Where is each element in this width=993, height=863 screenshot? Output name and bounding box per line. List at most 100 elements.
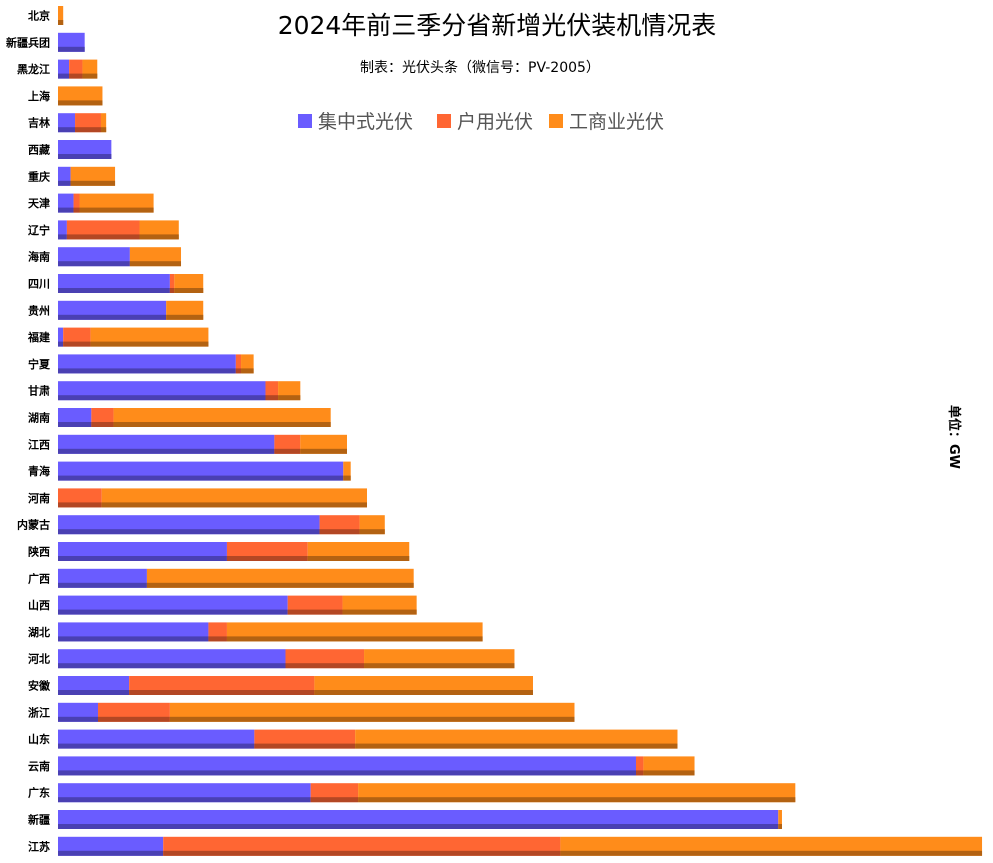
bar-segment-shadow	[163, 850, 561, 856]
bar-segment-shadow	[635, 770, 644, 776]
bar-segment-shadow	[58, 582, 147, 588]
unit-label: 单位：GW	[946, 405, 962, 469]
category-label: 辽宁	[28, 223, 50, 237]
category-label: 山东	[28, 732, 50, 746]
bar-segment-shadow	[58, 261, 130, 267]
bar-segment-shadow	[58, 609, 288, 615]
category-label: 青海	[28, 464, 50, 478]
category-label: 广东	[28, 786, 50, 800]
bar-segment-shadow	[355, 743, 678, 749]
category-label: 甘肃	[28, 384, 50, 398]
bars-group	[58, 6, 983, 856]
bar-segment-shadow	[58, 529, 320, 535]
bar-segment-shadow	[58, 20, 64, 25]
bar-segment-shadow	[58, 743, 255, 749]
bar-segment-shadow	[166, 314, 204, 320]
bar-segment-shadow	[314, 690, 533, 695]
category-label: 吉林	[28, 116, 50, 130]
bar-segment-shadow	[174, 288, 204, 293]
bar-segment-shadow	[300, 448, 347, 454]
bar-segment-shadow	[58, 234, 67, 240]
category-label: 新疆	[28, 813, 50, 827]
bar-segment-shadow	[129, 690, 315, 695]
bar-segment-shadow	[82, 73, 98, 79]
category-label: 四川	[28, 278, 50, 291]
bar-segment-shadow	[58, 422, 92, 427]
bar-segment-shadow	[79, 207, 154, 213]
bar-segment-shadow	[58, 797, 311, 803]
bar-segment-shadow	[58, 180, 71, 186]
category-label: 贵州	[28, 303, 50, 317]
bar-segment-shadow	[58, 850, 164, 856]
bar-segment-shadow	[58, 502, 102, 508]
category-label: 湖南	[28, 411, 50, 425]
bar-segment-shadow	[58, 448, 275, 454]
bar-segment-shadow	[285, 663, 365, 669]
bar-segment-shadow	[129, 261, 182, 267]
legend-label: 户用光伏	[457, 111, 533, 133]
bar-segment-shadow	[63, 341, 91, 347]
bar-segment-2	[635, 756, 644, 776]
bar-segment-shadow	[58, 690, 130, 695]
bar-segment-shadow	[278, 395, 301, 401]
bar-segment-shadow	[307, 556, 410, 561]
bar-segment-shadow	[66, 234, 140, 240]
bar-segment-shadow	[98, 716, 170, 722]
bar-segment-shadow	[342, 609, 417, 615]
category-label: 西藏	[28, 143, 50, 157]
category-label: 河北	[28, 652, 50, 666]
category-label: 黑龙江	[17, 62, 50, 76]
category-label: 重庆	[28, 169, 50, 183]
bar-segment-shadow	[241, 368, 254, 374]
bar-segment-shadow	[58, 288, 170, 293]
bar-segment-3	[58, 6, 64, 25]
bar-segment-shadow	[90, 341, 209, 347]
bar-segment-shadow	[254, 743, 356, 749]
bar-segment-shadow	[358, 797, 796, 803]
category-label: 云南	[28, 759, 50, 773]
bar-segment-1	[58, 220, 67, 240]
bar-segment-3	[343, 461, 351, 481]
category-label: 内蒙古	[17, 518, 50, 532]
bar-segment-shadow	[113, 422, 331, 427]
bar-segment-shadow	[58, 663, 286, 669]
category-label: 广西	[28, 571, 50, 585]
category-label: 江苏	[28, 839, 50, 853]
category-label: 宁夏	[28, 357, 51, 371]
category-label: 新疆兵团	[6, 35, 50, 49]
bar-segment-shadow	[359, 529, 385, 535]
bar-segment-shadow	[287, 609, 343, 615]
bar-segment-shadow	[91, 422, 114, 427]
bar-segment-shadow	[73, 207, 80, 213]
category-label: 海南	[28, 250, 50, 264]
bar-segment-shadow	[58, 770, 636, 776]
bar-segment-shadow	[208, 636, 227, 642]
bar-segment-shadow	[100, 127, 107, 133]
legend-swatch	[437, 114, 451, 128]
bar-segment-shadow	[58, 636, 209, 642]
bar-segment-shadow	[364, 663, 515, 669]
bar-segment-shadow	[58, 154, 112, 159]
bar-segment-shadow	[169, 716, 575, 722]
category-label: 陕西	[28, 545, 50, 559]
category-label: 湖北	[28, 625, 50, 639]
legend-label: 集中式光伏	[318, 111, 413, 133]
bar-segment-shadow	[58, 556, 227, 561]
bar-segment-shadow	[58, 475, 344, 481]
bar-segment-shadow	[226, 636, 483, 642]
bar-segment-shadow	[58, 46, 85, 52]
bar-segment-shadow	[319, 529, 360, 535]
bar-segment-shadow	[139, 234, 179, 240]
bar-segment-shadow	[643, 770, 695, 776]
category-label: 河南	[28, 491, 50, 505]
bar-segment-shadow	[169, 288, 175, 293]
chart-title: 2024年前三季分省新增光伏装机情况表	[278, 11, 717, 40]
bar-segment-3	[100, 113, 107, 133]
category-label: 浙江	[28, 705, 50, 719]
bar-segment-shadow	[58, 207, 74, 213]
chart-subtitle: 制表：光伏头条（微信号：PV-2005）	[360, 59, 600, 76]
bar-segment-shadow	[58, 824, 779, 829]
category-label: 上海	[28, 89, 50, 103]
bar-segment-shadow	[70, 180, 116, 186]
